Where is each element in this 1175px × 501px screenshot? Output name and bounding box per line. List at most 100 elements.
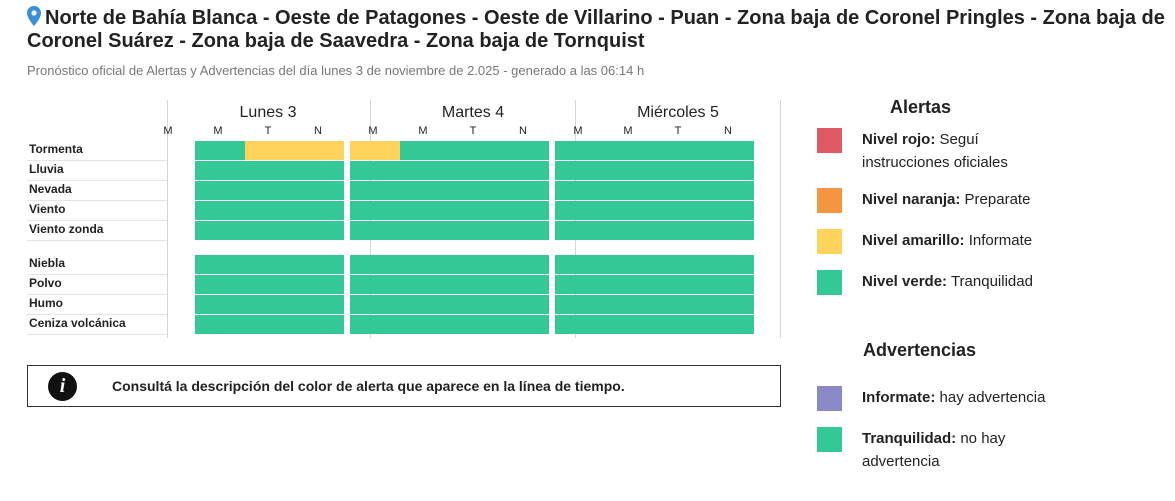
time-slot-label: N bbox=[314, 125, 322, 137]
hazard-row-label: Tormenta bbox=[29, 142, 83, 156]
alert-level-cell bbox=[195, 255, 245, 274]
alert-level-cell bbox=[705, 275, 754, 294]
time-slot-label: M bbox=[163, 125, 173, 137]
alert-level-cell bbox=[400, 141, 450, 160]
row-divider bbox=[27, 314, 167, 315]
alert-level-cell bbox=[450, 255, 500, 274]
alert-level-cell bbox=[295, 201, 344, 220]
alert-level-cell bbox=[350, 315, 400, 334]
page-header: Norte de Bahía Blanca - Oeste de Patagon… bbox=[27, 6, 1167, 53]
legend-level-desc: Seguí instrucciones oficiales bbox=[862, 131, 1008, 171]
legend-level-desc: hay advertencia bbox=[935, 389, 1046, 406]
alert-level-cell bbox=[245, 181, 295, 200]
alert-level-cell bbox=[245, 161, 295, 180]
column-separator bbox=[780, 100, 781, 338]
alert-level-cell bbox=[605, 201, 655, 220]
hazard-row-label: Humo bbox=[29, 296, 63, 310]
alert-level-cell bbox=[295, 221, 344, 240]
location-pin-icon bbox=[27, 6, 41, 26]
legend-level-name: Tranquilidad: bbox=[862, 430, 957, 447]
alert-level-cell bbox=[400, 275, 450, 294]
alert-level-cell bbox=[605, 181, 655, 200]
legend-label: Informate: hay advertencia bbox=[862, 386, 1062, 409]
alert-level-cell bbox=[555, 181, 605, 200]
hazard-row-label: Niebla bbox=[29, 256, 66, 270]
hazard-row-label: Polvo bbox=[29, 276, 62, 290]
alert-level-cell bbox=[195, 275, 245, 294]
alert-level-cell bbox=[555, 255, 605, 274]
page-title: Norte de Bahía Blanca - Oeste de Patagon… bbox=[27, 6, 1167, 53]
alert-level-cell bbox=[295, 295, 344, 314]
alert-level-cell bbox=[450, 221, 500, 240]
day-label: Lunes 3 bbox=[239, 104, 297, 121]
alert-level-cell bbox=[295, 255, 344, 274]
alert-level-cell bbox=[350, 161, 400, 180]
alert-timeline: Lunes 3 M M T N Martes 4 M M T N Miércoles 5 M M T N To… bbox=[27, 100, 782, 340]
alert-level-cell bbox=[555, 295, 605, 314]
alert-level-cell bbox=[555, 201, 605, 220]
alert-level-cell bbox=[605, 161, 655, 180]
alert-level-cell bbox=[350, 275, 400, 294]
time-slot-label: T bbox=[469, 125, 477, 137]
alert-level-cell bbox=[705, 295, 754, 314]
legend-level-name: Nivel rojo: bbox=[862, 131, 936, 148]
alert-level-cell bbox=[195, 295, 245, 314]
alert-level-cell bbox=[705, 255, 754, 274]
legend-level-name: Nivel verde: bbox=[862, 273, 948, 290]
alert-level-cell bbox=[245, 295, 295, 314]
alertas-title: Alertas bbox=[890, 97, 952, 117]
legend-label: Tranquilidad: no hay advertencia bbox=[862, 427, 1062, 473]
alert-level-cell bbox=[350, 181, 400, 200]
hazard-row-label: Nevada bbox=[29, 182, 72, 196]
alert-level-cell bbox=[245, 275, 295, 294]
alert-level-cell bbox=[500, 141, 549, 160]
alert-level-cell bbox=[450, 315, 500, 334]
alert-level-cell bbox=[555, 221, 605, 240]
advertencias-title: Advertencias bbox=[863, 340, 977, 360]
alert-level-cell bbox=[450, 141, 500, 160]
alert-level-cell bbox=[555, 315, 605, 334]
alert-level-cell bbox=[245, 221, 295, 240]
legend-level-name: Nivel amarillo: bbox=[862, 232, 965, 249]
alert-level-cell bbox=[400, 295, 450, 314]
time-slot-label: T bbox=[674, 125, 682, 137]
alert-level-cell bbox=[705, 181, 754, 200]
info-icon: i bbox=[48, 372, 77, 401]
alert-level-cell bbox=[195, 141, 245, 160]
legend-label: Nivel verde: Tranquilidad bbox=[862, 270, 1062, 293]
alert-level-cell bbox=[450, 295, 500, 314]
legend-swatch bbox=[817, 270, 842, 295]
legend-level-desc: Preparate bbox=[960, 191, 1031, 208]
alert-level-cell bbox=[655, 141, 705, 160]
alert-level-cell bbox=[655, 295, 705, 314]
row-divider bbox=[27, 220, 167, 221]
title-text: Norte de Bahía Blanca - Oeste de Patagon… bbox=[27, 7, 1165, 52]
legend-swatch bbox=[817, 229, 842, 254]
row-divider bbox=[27, 240, 167, 241]
alert-level-cell bbox=[555, 275, 605, 294]
alert-level-cell bbox=[500, 181, 549, 200]
alert-level-cell bbox=[450, 275, 500, 294]
info-box: i Consultá la descripción del color de a… bbox=[27, 365, 781, 407]
alert-level-cell bbox=[245, 141, 295, 160]
alert-level-cell bbox=[655, 275, 705, 294]
alert-level-cell bbox=[295, 181, 344, 200]
alert-level-cell bbox=[500, 255, 549, 274]
day-label: Martes 4 bbox=[441, 104, 505, 121]
legend-level-desc: Informate bbox=[964, 232, 1033, 249]
alert-level-cell bbox=[500, 295, 549, 314]
alert-level-cell bbox=[655, 221, 705, 240]
legend-label: Nivel naranja: Preparate bbox=[862, 188, 1062, 211]
time-slot-label: M bbox=[418, 125, 428, 137]
legend-label: Nivel rojo: Seguí instrucciones oficiale… bbox=[862, 128, 1062, 174]
forecast-subtitle: Pronóstico oficial de Alertas y Adverten… bbox=[27, 63, 645, 78]
alert-level-cell bbox=[500, 221, 549, 240]
alert-level-cell bbox=[605, 275, 655, 294]
alert-level-cell bbox=[450, 201, 500, 220]
legend-level-desc: Tranquilidad bbox=[947, 273, 1033, 290]
alert-level-cell bbox=[655, 181, 705, 200]
alert-level-cell bbox=[655, 201, 705, 220]
day-label: Miércoles 5 bbox=[637, 104, 719, 121]
time-slot-label: M bbox=[368, 125, 378, 137]
column-separator bbox=[167, 100, 168, 338]
